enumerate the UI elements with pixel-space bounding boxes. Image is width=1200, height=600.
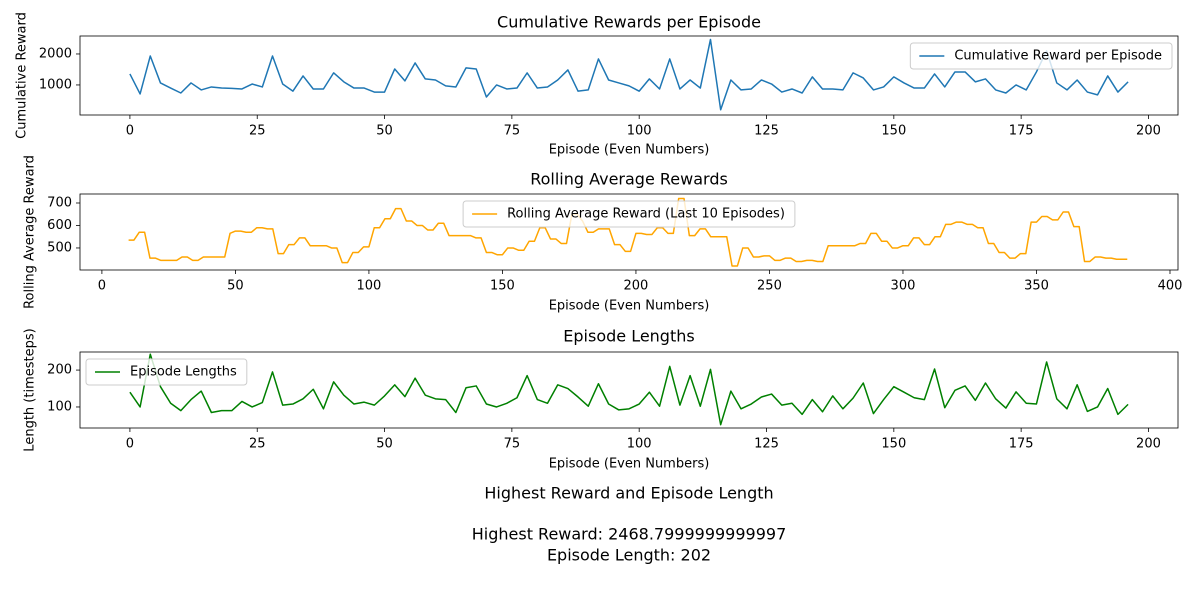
legend: Episode Lengths <box>85 358 248 386</box>
y-tick-label: 200 <box>47 363 72 378</box>
x-tick-label: 75 <box>504 437 521 452</box>
x-tick-label: 200 <box>1136 124 1161 139</box>
summary-line: Highest Reward: 2468.7999999999997 <box>472 525 787 544</box>
legend-box <box>462 200 796 228</box>
legend-label: Episode Lengths <box>130 365 237 380</box>
x-tick-label: 200 <box>624 279 649 294</box>
x-tick-label: 300 <box>891 279 916 294</box>
chart-title: Cumulative Rewards per Episode <box>497 13 761 32</box>
x-tick-label: 0 <box>126 124 134 139</box>
legend: Rolling Average Reward (Last 10 Episodes… <box>462 200 796 228</box>
x-tick-label: 75 <box>504 124 521 139</box>
x-tick-label: 150 <box>881 437 906 452</box>
x-tick-label: 50 <box>376 437 393 452</box>
summary-title: Highest Reward and Episode Length <box>484 484 773 503</box>
axes-frame <box>79 351 1179 429</box>
x-axis-label: Episode (Even Numbers) <box>549 143 710 158</box>
legend-label: Cumulative Reward per Episode <box>954 49 1162 64</box>
y-tick-label: 700 <box>47 195 72 210</box>
y-axis-label: Rolling Average Reward <box>23 155 38 309</box>
data-line <box>128 197 1128 267</box>
x-tick-label: 350 <box>1024 279 1049 294</box>
x-tick-label: 150 <box>881 124 906 139</box>
y-tick-label: 600 <box>47 218 72 233</box>
y-tick-label: 100 <box>47 399 72 414</box>
y-axis-label: Cumulative Reward <box>15 12 30 139</box>
x-tick-label: 0 <box>98 279 106 294</box>
y-tick-label: 2000 <box>39 46 72 61</box>
legend-label: Rolling Average Reward (Last 10 Episodes… <box>507 207 785 222</box>
x-tick-label: 25 <box>249 437 266 452</box>
data-line <box>129 353 1129 426</box>
x-tick-label: 150 <box>490 279 515 294</box>
x-tick-label: 25 <box>249 124 266 139</box>
x-axis-label: Episode (Even Numbers) <box>549 457 710 472</box>
x-tick-label: 175 <box>1009 124 1034 139</box>
y-axis-label: Length (timesteps) <box>23 328 38 451</box>
x-tick-label: 250 <box>757 279 782 294</box>
summary-line: Episode Length: 202 <box>547 546 711 565</box>
x-tick-label: 100 <box>627 437 652 452</box>
axes-frame <box>79 35 1179 116</box>
x-axis-label: Episode (Even Numbers) <box>549 299 710 314</box>
x-tick-label: 125 <box>754 437 779 452</box>
x-tick-label: 50 <box>376 124 393 139</box>
y-tick-label: 500 <box>47 240 72 255</box>
legend-box <box>85 358 248 386</box>
x-tick-label: 0 <box>126 437 134 452</box>
data-line <box>129 38 1129 111</box>
chart-title: Rolling Average Rewards <box>530 170 728 189</box>
legend: Cumulative Reward per Episode <box>909 42 1173 70</box>
axes-frame <box>79 193 1179 271</box>
y-tick-label: 1000 <box>39 77 72 92</box>
x-tick-label: 125 <box>754 124 779 139</box>
x-tick-label: 400 <box>1158 279 1183 294</box>
x-tick-label: 100 <box>357 279 382 294</box>
x-tick-label: 50 <box>227 279 244 294</box>
chart-title: Episode Lengths <box>563 327 694 346</box>
x-tick-label: 200 <box>1136 437 1161 452</box>
x-tick-label: 100 <box>627 124 652 139</box>
x-tick-label: 175 <box>1009 437 1034 452</box>
legend-box <box>909 42 1173 70</box>
